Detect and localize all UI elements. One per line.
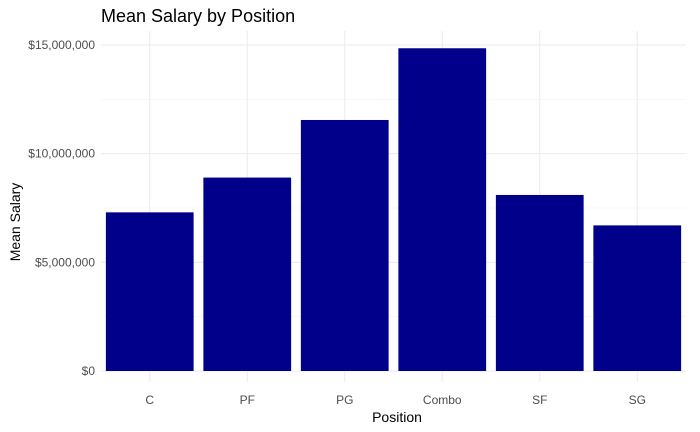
y-axis-ticks: $0 $5,000,000 $10,000,000 $15,000,000 [28,38,95,378]
x-axis-title: Position [372,409,422,425]
bar-sf [495,194,584,371]
x-tick-label: SF [532,393,547,407]
bar-pf [203,177,292,371]
y-tick-label: $0 [82,364,96,378]
bar-pg [300,119,389,371]
y-tick-label: $5,000,000 [35,255,95,269]
bar-c [105,212,194,371]
y-axis-title: Mean Salary [7,183,23,262]
bars [105,48,682,371]
x-axis-ticks: C PF PG Combo SF SG [145,393,646,407]
x-tick-label: PG [336,393,353,407]
bar-combo [398,48,487,371]
y-tick-label: $15,000,000 [28,38,95,52]
y-tick-label: $10,000,000 [28,147,95,161]
x-tick-label: C [145,393,154,407]
bar-sg [593,225,682,371]
chart-title: Mean Salary by Position [101,6,295,26]
x-tick-label: SG [629,393,646,407]
x-tick-label: Combo [423,393,462,407]
x-tick-label: PF [240,393,255,407]
